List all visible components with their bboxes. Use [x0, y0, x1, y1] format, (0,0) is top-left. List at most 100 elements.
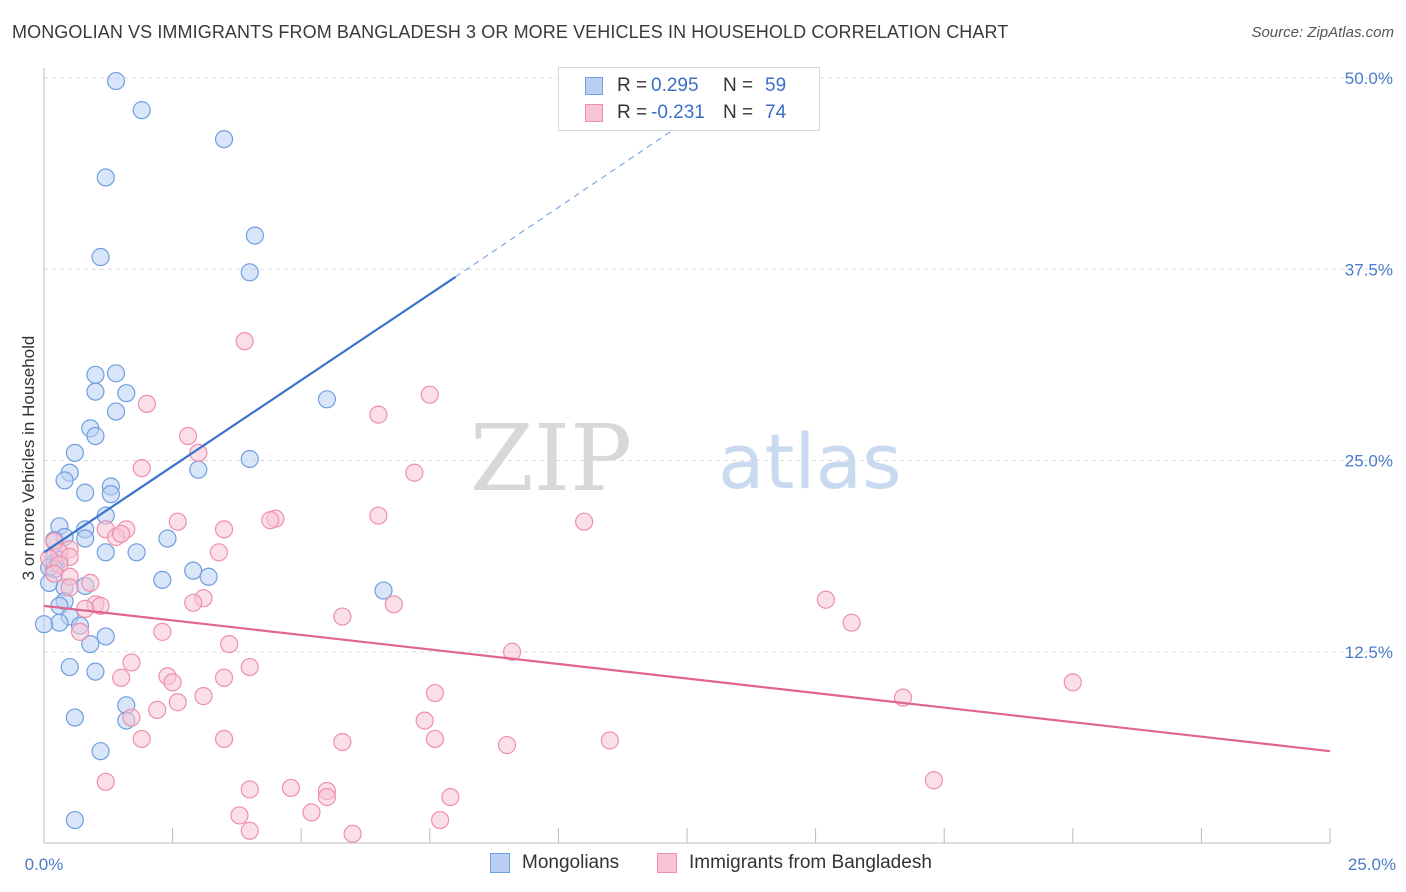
legend-swatch-pink	[585, 104, 603, 122]
data-point	[168, 512, 187, 531]
series-legend: Mongolians Immigrants from Bangladesh	[0, 852, 1406, 878]
legend-item-bangladesh[interactable]: Immigrants from Bangladesh	[657, 852, 932, 874]
y-tick-label: 50.0%	[1345, 69, 1393, 88]
data-point	[240, 449, 259, 469]
y-axis-label: 3 or more Vehicles in Household	[19, 336, 38, 581]
data-point	[209, 543, 228, 562]
n-value: 59	[765, 75, 787, 96]
r-label: R =	[617, 102, 648, 123]
data-point	[420, 385, 439, 404]
data-point	[178, 426, 198, 446]
data-point	[106, 402, 126, 421]
data-point	[333, 607, 352, 626]
data-point	[122, 653, 141, 672]
data-point	[132, 459, 151, 478]
r-value: -0.231	[651, 102, 705, 123]
data-point	[86, 426, 105, 446]
data-point	[81, 634, 100, 654]
data-point	[86, 365, 105, 384]
data-point	[127, 543, 146, 562]
stats-legend-row-bangladesh: R = -0.231 N = 74	[585, 101, 786, 125]
data-point	[148, 700, 167, 719]
n-value: 74	[765, 102, 787, 123]
data-point	[81, 573, 100, 593]
data-point	[214, 668, 234, 687]
data-point	[132, 101, 151, 120]
data-point	[60, 657, 79, 677]
data-point	[842, 613, 861, 632]
data-point	[369, 405, 388, 424]
series-bangladesh	[40, 332, 1082, 843]
data-point	[1063, 673, 1082, 692]
data-point	[70, 622, 90, 641]
data-point	[220, 634, 239, 654]
data-point	[240, 780, 259, 799]
data-point	[158, 529, 177, 548]
data-point	[96, 168, 115, 187]
data-point	[86, 382, 105, 401]
data-point	[441, 787, 460, 807]
data-point	[214, 520, 234, 539]
data-point	[245, 226, 265, 245]
data-point	[168, 693, 187, 712]
x-tick-label-max: 25.0%	[1348, 855, 1396, 874]
data-point	[235, 332, 254, 351]
data-point	[153, 570, 172, 589]
data-point	[240, 821, 259, 840]
data-point	[50, 613, 69, 632]
data-point	[497, 735, 517, 755]
data-point	[230, 806, 249, 825]
data-point	[214, 130, 234, 149]
data-point	[199, 567, 218, 586]
x-ticks	[172, 828, 1331, 843]
data-point	[153, 622, 172, 641]
data-point	[317, 390, 337, 409]
chart-title: MONGOLIAN VS IMMIGRANTS FROM BANGLADESH …	[12, 22, 1009, 42]
grid-lines	[44, 77, 1392, 653]
data-point	[343, 824, 362, 843]
data-point	[96, 627, 115, 646]
data-point	[317, 787, 337, 807]
data-point	[194, 687, 213, 706]
series-mongolians	[34, 71, 393, 830]
n-label: N =	[723, 102, 754, 123]
data-point	[65, 708, 84, 727]
data-point	[65, 810, 84, 830]
n-label: N =	[723, 75, 754, 96]
data-point	[430, 810, 450, 830]
data-point	[34, 615, 54, 634]
data-point	[132, 729, 151, 749]
data-point	[575, 512, 594, 531]
watermark-atlas: atlas	[718, 417, 902, 506]
legend-item-mongolians[interactable]: Mongolians	[490, 852, 619, 874]
data-point	[600, 731, 619, 750]
data-point	[214, 729, 234, 749]
data-point	[60, 578, 79, 597]
data-point	[302, 803, 321, 822]
data-point	[333, 732, 352, 752]
data-point	[96, 772, 115, 791]
data-point	[117, 384, 136, 403]
watermark-zip: ZIP	[470, 405, 632, 512]
stats-legend-row-mongolians: R = 0.295 N = 59	[585, 74, 786, 98]
trend-line-bangladesh	[43, 604, 1331, 753]
data-point	[425, 729, 445, 749]
data-point	[76, 483, 95, 502]
y-tick-label: 25.0%	[1345, 452, 1393, 471]
stats-legend: R = 0.295 N = 59 R = -0.231 N = 74	[558, 67, 820, 131]
trend-line-mongolians	[43, 275, 457, 554]
legend-label: Immigrants from Bangladesh	[689, 852, 932, 873]
data-point	[91, 247, 110, 267]
y-tick-label: 37.5%	[1345, 260, 1393, 279]
data-point	[816, 590, 835, 609]
data-point	[112, 524, 131, 544]
data-point	[86, 662, 105, 681]
r-label: R =	[617, 75, 648, 96]
data-point	[91, 742, 110, 761]
y-tick-label: 12.5%	[1345, 643, 1393, 662]
x-tick-label-min: 0.0%	[25, 855, 64, 874]
data-point	[184, 561, 203, 580]
data-points	[34, 71, 1082, 843]
data-point	[189, 443, 208, 462]
source-label: Source: ZipAtlas.com	[1251, 24, 1394, 41]
